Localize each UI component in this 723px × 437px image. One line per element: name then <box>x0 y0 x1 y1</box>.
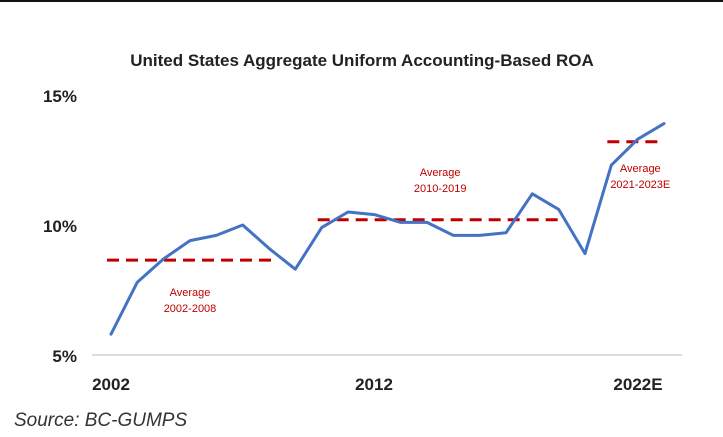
roa-line-chart: United States Aggregate Uniform Accounti… <box>43 51 682 394</box>
y-tick-label-5: 5% <box>52 347 77 366</box>
y-tick-label-10: 10% <box>43 217 77 236</box>
average-label-2002-2008: Average <box>170 287 211 299</box>
y-tick-label-15: 15% <box>43 87 77 106</box>
chart-title: United States Aggregate Uniform Accounti… <box>130 51 593 70</box>
average-label-2010-2019: Average <box>420 167 461 179</box>
average-period-2010-2019: 2010-2019 <box>414 183 467 195</box>
top-border-rule <box>0 0 723 2</box>
average-label-2021-2023e: Average <box>620 163 661 175</box>
average-period-2002-2008: 2002-2008 <box>164 303 217 315</box>
x-tick-label-2012: 2012 <box>355 375 393 394</box>
average-period-2021-2023e: 2021-2023E <box>610 179 670 191</box>
source-note: Source: BC-GUMPS <box>14 410 188 431</box>
roa-series-line <box>109 122 666 336</box>
average-labels-group: Average 2002-2008 Average 2010-2019 Average 2… <box>164 163 671 315</box>
x-tick-label-2022e: 2022E <box>613 375 662 394</box>
x-tick-label-2002: 2002 <box>92 375 130 394</box>
